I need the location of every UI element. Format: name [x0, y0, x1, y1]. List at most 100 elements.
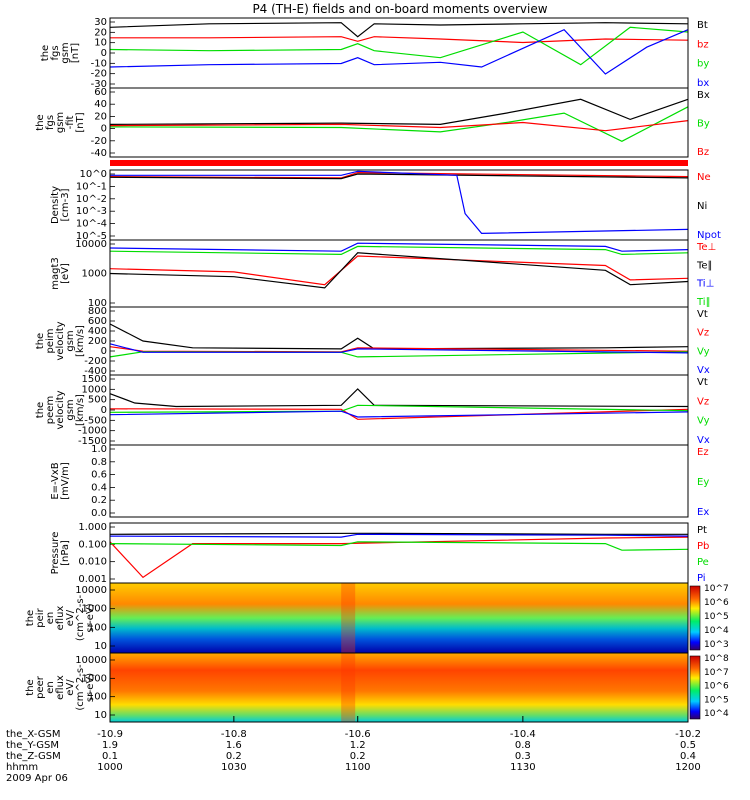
temp-ytick-label: 10000: [75, 239, 107, 250]
peim-ylabel: thepeimvelocitygsm[km/s]: [35, 321, 86, 360]
fgs-gse-ylabel: thefgsgsm-fit[nT]: [35, 112, 86, 133]
fgs-legend-bx: bx: [697, 78, 709, 89]
peim-legend-Vy: Vy: [697, 346, 710, 357]
pressure-series-Pe: [109, 541, 689, 551]
peir-colorbar-label: 10^4: [704, 626, 729, 636]
fgs-ytick-label: 20: [94, 27, 107, 38]
density-ytick-label: 10^-1: [76, 181, 107, 192]
peem-series-Vy: [109, 404, 689, 413]
temp-ytick-label: 100: [88, 298, 107, 309]
peer-colorbar-label: 10^4: [704, 709, 729, 719]
efield-legend-Ex: Ex: [697, 507, 709, 518]
density-frame: [109, 169, 689, 241]
peem-legend-Vx: Vx: [697, 435, 710, 446]
fgs-ytick-label: -30: [91, 79, 107, 90]
pressure-ylabel: Pressure[nPa]: [50, 532, 71, 575]
peer-colorbar: [689, 655, 701, 720]
peim-ytick-label: 200: [88, 336, 107, 347]
temp-ytick-label: 1000: [82, 269, 107, 280]
fgs-gse-ytick-label: 60: [94, 87, 107, 98]
peem-ytick-label: -1500: [78, 436, 107, 447]
efield-ytick-label: 0.4: [91, 482, 107, 493]
peim-ytick-label: 600: [88, 316, 107, 327]
pressure-legend-Pe: Pe: [697, 557, 709, 568]
fgs-legend-Bt: Bt: [697, 20, 708, 31]
peim-legend-Vt: Vt: [697, 309, 708, 320]
pressure-legend-Pi: Pi: [697, 573, 706, 584]
panel-density: 10^010^-1 10^-210^-3 10^-410^-5 Density[cm-…: [50, 169, 721, 242]
pressure-ytick-label: 0.100: [78, 539, 107, 550]
efield-ylabel: E=-VxB[mV/m]: [50, 462, 71, 500]
fgs-gse-frame: [109, 87, 689, 158]
fgs-series-bz: [110, 36, 689, 44]
efield-ytick-label: 1.0: [91, 444, 107, 455]
peem-legend-Vt: Vt: [697, 377, 708, 388]
fgs-ytick-label: -10: [91, 58, 107, 69]
xaxis-value: -10.9: [97, 729, 123, 740]
peim-ytick-label: 400: [88, 326, 107, 337]
peem-series-Vz: [109, 408, 689, 420]
peir-colorbar-label: 10^3: [704, 640, 729, 650]
fgs-legend-bz: bz: [697, 39, 709, 50]
peem-legend-Vy: Vy: [697, 416, 710, 427]
pressure-series-Pi: [109, 533, 689, 538]
fgs-ytick-label: 10: [94, 38, 107, 49]
fgs-series-Bt: [109, 22, 689, 38]
xaxis-value: 0.5: [680, 740, 696, 751]
efield-legend-Ez: Ez: [697, 447, 709, 458]
fgs-gse-legend-Bx: Bx: [697, 90, 710, 101]
peir-ytick-label: 10: [94, 641, 107, 652]
fgs-ytick-label: 30: [94, 17, 107, 28]
xaxis-value: 0.1: [102, 751, 118, 762]
efield-ytick-label: 0.2: [91, 495, 107, 506]
xaxis-value: -10.2: [675, 729, 701, 740]
pressure-ytick-label: 0.001: [78, 574, 107, 585]
efield-ytick-label: 0.8: [91, 457, 107, 468]
peer-burst-band: [341, 653, 356, 722]
peir-colorbar-label: 10^7: [704, 584, 729, 594]
peim-ytick-label: 800: [88, 306, 107, 317]
temp-ylabel: magt3[eV]: [50, 257, 71, 290]
density-legend-Ne: Ne: [697, 172, 711, 183]
peer-ytick-label: 10000: [75, 655, 107, 666]
peim-ytick-label: -400: [84, 366, 107, 377]
xaxis-value: 1030: [221, 762, 246, 773]
density-series-Npot: [110, 170, 689, 235]
fgs-gse-ytick-label: 40: [94, 99, 107, 110]
peem-ytick-label: 0: [101, 405, 107, 416]
panel-peer: 10^8 10^7 10^6 10^5 10^4 10000 1000 100 10thepee…: [25, 652, 729, 723]
xaxis-row-label: the_X-GSM: [6, 729, 60, 740]
peim-ytick-label: -200: [84, 356, 107, 367]
fgs-gse-legend-By: By: [697, 119, 710, 130]
peer-ytick-label: 100: [88, 692, 107, 703]
fgs-legend-by: by: [697, 59, 709, 70]
peer-ytick-label: 1000: [82, 673, 107, 684]
peir-ytick-label: 10000: [75, 585, 107, 596]
pressure-frame: [109, 522, 689, 584]
density-ytick-label: 10^0: [80, 169, 107, 180]
fgs-gse-ytick-label: 20: [94, 111, 107, 122]
plot-title: P4 (TH-E) fields and on-board moments ov…: [252, 2, 547, 16]
fgs-ytick-label: -20: [91, 69, 107, 80]
density-legend-Ni: Ni: [697, 201, 707, 212]
xaxis-date: 2009 Apr 06: [6, 773, 68, 784]
xaxis-value: 1.6: [226, 740, 242, 751]
pressure-legend-Pt: Pt: [697, 525, 707, 536]
fgs-gse-series-Bx: [109, 98, 689, 126]
xaxis-value: 0.2: [226, 751, 242, 762]
efield-ytick-label: 0.0: [91, 508, 107, 519]
peer-colorbar-label: 10^7: [704, 668, 729, 678]
peer-colorbar-label: 10^6: [704, 682, 729, 692]
xaxis-value: 1130: [510, 762, 535, 773]
peem-series-Vt: [109, 388, 689, 408]
peem-ytick-label: -1000: [78, 426, 107, 437]
peir-colorbar-label: 10^6: [704, 598, 729, 608]
pressure-ytick-label: 0.010: [78, 557, 107, 568]
panel-efield: 1.0 0.8 0.60.4 0.2 0.0 E=-VxB[mV/m] Ez Ey Ex: [50, 444, 709, 519]
xaxis-value: 1000: [97, 762, 122, 773]
fgs-gse-ytick-label: -40: [91, 148, 107, 159]
xaxis-value: -10.6: [345, 729, 371, 740]
temp-legend-Ti∥: Ti∥: [696, 297, 711, 308]
